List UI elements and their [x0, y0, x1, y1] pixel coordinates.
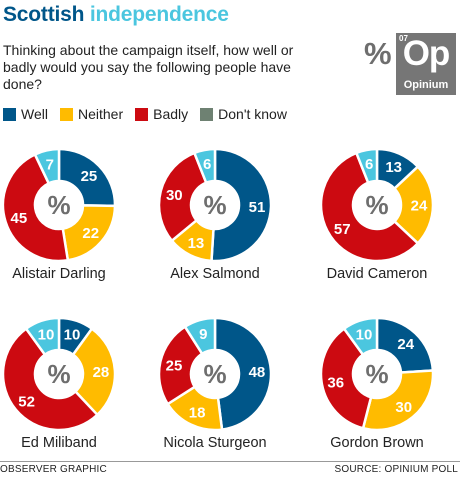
slice-value-label: 52 [18, 393, 35, 410]
slice-value-label: 30 [395, 399, 412, 416]
slice-value-label: 28 [93, 364, 110, 381]
slice-value-label: 9 [199, 326, 207, 343]
slice-neither [392, 164, 435, 246]
donut-center-percent: % [365, 190, 388, 220]
slice-badly [157, 151, 208, 243]
chart-title: Scottish independence [3, 3, 229, 27]
legend-label-neither: Neither [77, 106, 124, 122]
footer-rule [0, 461, 460, 462]
slice-well [213, 316, 273, 431]
slice-value-label: 10 [356, 327, 373, 344]
legend-label-well: Well [21, 106, 48, 122]
slice-well [210, 147, 273, 263]
slice-value-label: 24 [397, 336, 414, 353]
legend-swatch-dont-know [200, 107, 214, 121]
donut-center-percent: % [47, 359, 70, 389]
slice-neither [361, 369, 435, 432]
title-word-scottish: Scottish [3, 3, 85, 26]
slice-well [375, 316, 435, 374]
slice-value-label: 25 [166, 357, 183, 374]
slice-value-label: 7 [46, 157, 54, 174]
slice-value-label: 13 [385, 159, 402, 176]
legend-swatch-neither [59, 107, 73, 121]
donut-nicola-sturgeon: 48 18 25 9% Nicola Sturgeon [157, 316, 273, 451]
logo-name: Opinium [403, 79, 449, 91]
logo-symbol: Op [402, 34, 451, 73]
logo-number: 07 [399, 34, 408, 43]
donut-name-label: Ed Miliband [21, 435, 97, 451]
slice-value-label: 6 [203, 156, 211, 173]
donut-alistair-darling: 25 22 45 7% Alistair Darling [1, 147, 117, 282]
donut-alex-salmond: 51 13 30 6% Alex Salmond [157, 147, 273, 282]
slice-value-label: 48 [249, 364, 266, 381]
donut-center-percent: % [365, 359, 388, 389]
slice-value-label: 30 [166, 187, 183, 204]
slice-value-label: 6 [365, 156, 373, 173]
source-note: SOURCE: OPINIUM POLL [334, 464, 458, 475]
donut-center-percent: % [203, 190, 226, 220]
slice-badly [1, 152, 70, 263]
legend-label-badly: Badly [153, 106, 189, 122]
slice-don-t-know [354, 147, 379, 185]
legend-swatch-well [3, 107, 16, 121]
slice-don-t-know [192, 147, 217, 185]
donut-gordon-brown: 24 30 36 10% Gordon Brown [319, 316, 435, 451]
slice-badly [319, 326, 373, 430]
slice-value-label: 18 [189, 405, 206, 422]
slice-badly [157, 324, 204, 406]
slice-value-label: 10 [64, 327, 81, 344]
donut-david-cameron: 13 24 57 6% David Cameron [319, 147, 435, 282]
slice-value-label: 36 [327, 374, 344, 391]
legend-swatch-badly [135, 107, 149, 121]
donut-name-label: Nicola Sturgeon [163, 435, 266, 451]
opinium-logo: 07 Op Opinium [396, 33, 456, 95]
legend-label-dont-know: Don't know [218, 106, 287, 122]
slice-don-t-know [24, 316, 61, 357]
slice-value-label: 25 [81, 168, 98, 185]
slice-badly [1, 326, 100, 432]
title-word-independence: independence [89, 3, 229, 26]
slice-don-t-know [342, 316, 379, 357]
slice-don-t-know [183, 316, 217, 356]
slice-don-t-know [33, 147, 61, 185]
slice-value-label: 57 [334, 221, 351, 238]
donut-center-percent: % [203, 359, 226, 389]
donut-name-label: Gordon Brown [330, 435, 424, 451]
legend-item-neither: Neither [59, 106, 124, 122]
graphic-credit: OBSERVER GRAPHIC [0, 464, 107, 475]
donut-center-percent: % [47, 190, 70, 220]
legend: Well Neither Badly Don't know [3, 104, 299, 124]
slice-value-label: 13 [188, 235, 205, 252]
donut-name-label: Alex Salmond [170, 266, 259, 282]
legend-item-well: Well [3, 106, 48, 122]
donut-ed-miliband: 10 28 52 10% Ed Miliband [1, 316, 117, 451]
slice-value-label: 51 [249, 199, 266, 216]
slice-value-label: 22 [82, 225, 99, 242]
logo-percent-symbol: % [364, 36, 392, 71]
slice-value-label: 45 [11, 210, 28, 227]
donut-name-label: Alistair Darling [12, 266, 105, 282]
donut-name-label: David Cameron [327, 266, 428, 282]
legend-item-dont-know: Don't know [200, 106, 287, 122]
survey-question: Thinking about the campaign itself, how … [3, 42, 294, 92]
legend-item-badly: Badly [135, 106, 188, 122]
slice-well [57, 147, 117, 208]
slice-badly [319, 151, 420, 263]
slice-value-label: 10 [38, 327, 55, 344]
slice-value-label: 24 [411, 198, 428, 215]
slice-neither [71, 326, 117, 417]
